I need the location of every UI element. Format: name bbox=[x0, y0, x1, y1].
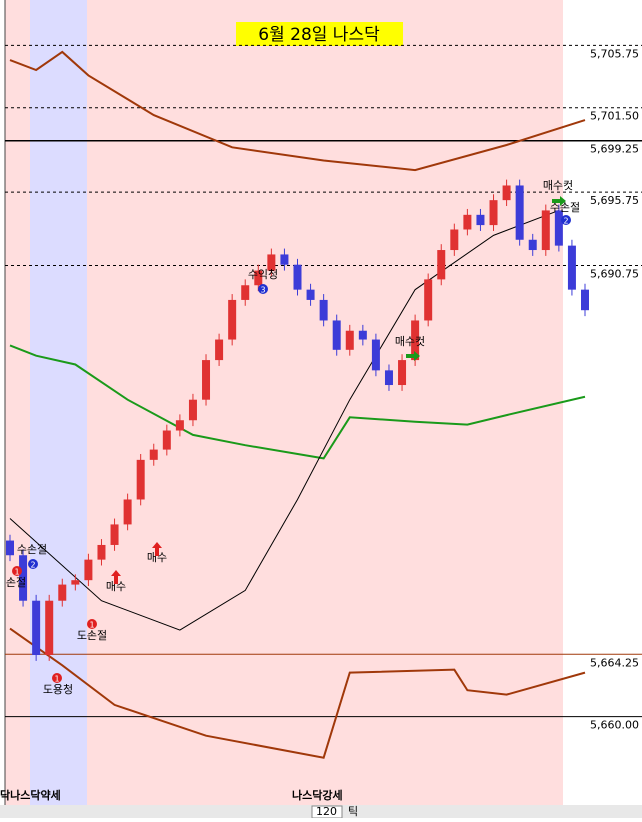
y-tick-label: 5,705.75 bbox=[590, 47, 639, 60]
period-value: 120 bbox=[316, 805, 337, 818]
badge-label: 1 bbox=[54, 675, 59, 684]
candle-body bbox=[136, 459, 145, 500]
candle-body bbox=[358, 330, 367, 340]
candle-body bbox=[215, 339, 224, 361]
badge-label: 2 bbox=[30, 561, 35, 570]
candle-body bbox=[541, 210, 550, 251]
candle-body bbox=[202, 360, 211, 400]
candle-body bbox=[515, 185, 524, 240]
candle-body bbox=[267, 254, 276, 271]
y-tick-label: 5,664.25 bbox=[590, 656, 639, 669]
y-tick-label: 5,695.75 bbox=[590, 194, 639, 207]
badge bbox=[87, 619, 97, 629]
candle-body bbox=[554, 210, 563, 246]
candle-body bbox=[293, 264, 302, 290]
candle-body bbox=[188, 399, 197, 421]
candle-body bbox=[319, 299, 328, 321]
candle-body bbox=[254, 270, 263, 286]
indicator-line bbox=[9, 209, 560, 631]
indicator-line bbox=[9, 344, 586, 460]
badge bbox=[28, 559, 38, 569]
indicator-line bbox=[9, 50, 586, 172]
candle-body bbox=[97, 544, 106, 560]
candle-body bbox=[528, 239, 537, 251]
badge bbox=[258, 284, 268, 294]
y-tick-label: 5,701.50 bbox=[590, 110, 639, 123]
candle-body bbox=[398, 360, 407, 386]
indicator-line bbox=[9, 627, 586, 759]
signal-label: 매수컷 bbox=[395, 335, 425, 348]
signal-label: 손절 bbox=[6, 576, 26, 589]
badge-label: 1 bbox=[89, 621, 94, 630]
candle-body bbox=[489, 200, 498, 226]
period-unit: 틱 bbox=[348, 805, 358, 818]
candle-body bbox=[123, 499, 132, 525]
candle-body bbox=[19, 555, 28, 601]
signal-label: 매수 bbox=[106, 580, 126, 593]
candle-body bbox=[228, 299, 237, 340]
candle-body bbox=[306, 289, 315, 300]
candle-body bbox=[110, 524, 119, 545]
candle-body bbox=[476, 214, 485, 226]
candle-body bbox=[149, 449, 158, 460]
candle-body bbox=[32, 600, 41, 656]
badge-label: 3 bbox=[260, 286, 265, 295]
candle-body bbox=[411, 320, 420, 361]
candle-body bbox=[345, 330, 354, 350]
title-box bbox=[236, 22, 403, 46]
badge bbox=[561, 215, 571, 225]
y-tick-label: 5,699.25 bbox=[590, 143, 639, 156]
signal-arrow bbox=[406, 351, 420, 361]
candle-body bbox=[332, 320, 341, 350]
badge bbox=[12, 566, 22, 576]
candle-body bbox=[567, 245, 576, 290]
session-label: 나스닥강세 bbox=[292, 788, 343, 802]
signal-label: 수익청 bbox=[248, 268, 278, 281]
badge-label: 2 bbox=[563, 217, 568, 226]
candle-body bbox=[450, 229, 459, 251]
candle-body bbox=[58, 584, 67, 601]
chart-title: 6월 28일 나스닥 bbox=[258, 25, 380, 45]
signal-label: 수손절 bbox=[550, 201, 580, 214]
candle-body bbox=[437, 250, 446, 280]
signal-arrow bbox=[552, 196, 566, 206]
candle-body bbox=[71, 580, 80, 585]
candle-body bbox=[280, 254, 289, 265]
session-label: 닥나스닥약세 bbox=[0, 788, 61, 802]
signal-label: 도용청 bbox=[43, 683, 73, 696]
candle-body bbox=[84, 559, 93, 581]
candle-body bbox=[162, 430, 171, 450]
candle-body bbox=[45, 600, 54, 656]
signal-label: 수손절 bbox=[17, 543, 47, 556]
candle-body bbox=[581, 289, 589, 311]
candle-body bbox=[175, 420, 184, 431]
y-tick-label: 5,660.00 bbox=[590, 719, 639, 732]
candle-body bbox=[241, 285, 250, 300]
candle-body bbox=[6, 540, 14, 556]
signal-arrow bbox=[152, 542, 162, 556]
candle-body bbox=[384, 370, 393, 386]
badge bbox=[52, 673, 62, 683]
candle-body bbox=[424, 279, 433, 321]
signal-arrow bbox=[111, 570, 121, 584]
candle-body bbox=[463, 214, 472, 230]
signal-label: 도손절 bbox=[77, 629, 107, 642]
signal-label: 매수컷 bbox=[543, 179, 573, 192]
candle-body bbox=[502, 185, 511, 201]
session-band bbox=[30, 0, 87, 805]
candle-body bbox=[371, 339, 380, 371]
background bbox=[5, 0, 563, 805]
badge-label: 1 bbox=[14, 568, 19, 577]
y-tick-label: 5,690.75 bbox=[590, 267, 639, 280]
signal-label: 매수 bbox=[147, 551, 167, 564]
